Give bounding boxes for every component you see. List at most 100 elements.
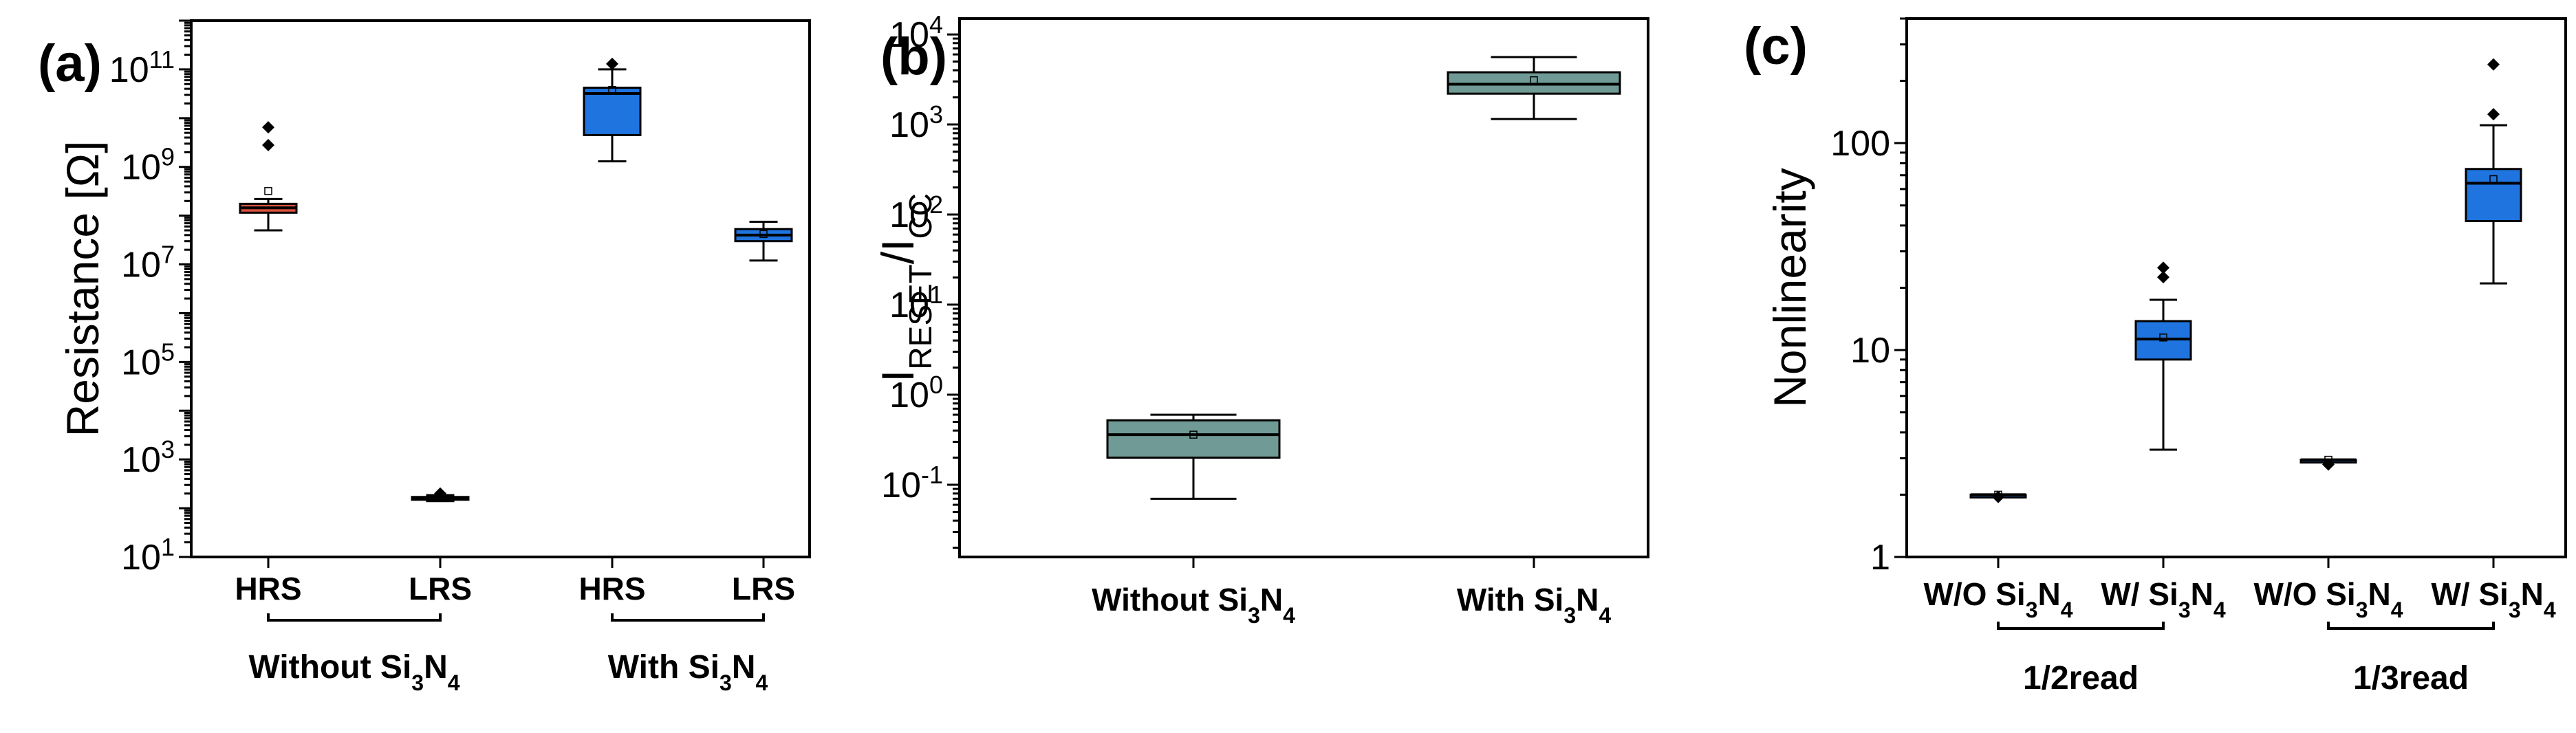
panel-label: (b) <box>880 28 947 86</box>
mean-marker <box>759 230 768 239</box>
text-part: 3 <box>2178 598 2191 622</box>
text-part: 3 <box>2356 598 2368 622</box>
text-part: 10 <box>889 285 929 325</box>
mean-marker <box>2159 333 2167 342</box>
text-part: 4 <box>2391 598 2403 622</box>
y-tick-label: 109 <box>121 142 175 188</box>
text-part: RESET <box>902 264 938 369</box>
panel-b: (b)10-1100101102103104IRESET/ICCWithout … <box>872 10 1649 628</box>
text-part: 0 <box>929 371 943 399</box>
outlier-point <box>2157 261 2169 274</box>
outlier-point <box>262 139 274 152</box>
text-part: With Si <box>1457 582 1563 617</box>
text-part: Without Si <box>248 649 411 686</box>
text-part: 10 <box>109 50 149 90</box>
text-part: 10 <box>889 375 929 415</box>
text-part: N <box>1576 582 1599 617</box>
text-part: 4 <box>929 10 943 39</box>
text-part: 1 <box>161 533 175 561</box>
box-iqr <box>2465 168 2522 223</box>
text-part: 10 <box>889 195 929 235</box>
text-part: 4 <box>2214 598 2226 622</box>
x-category-label: W/O Si3N4 <box>2253 576 2403 622</box>
box-iqr <box>1106 419 1281 459</box>
text-part: 10 <box>881 466 921 505</box>
text-part: /I <box>872 239 923 265</box>
x-category-label: Without Si3N4 <box>1092 582 1295 628</box>
text-part: 3 <box>2026 598 2038 622</box>
text-part: 3 <box>719 670 732 695</box>
y-tick-label: 10 <box>1850 331 1890 371</box>
text-part: 3 <box>411 670 424 695</box>
group-label: Without Si3N4 <box>248 649 459 695</box>
text-part: W/ Si <box>2431 576 2508 612</box>
y-tick-label: 1011 <box>109 45 175 90</box>
text-part: W/O Si <box>1923 576 2025 612</box>
x-category-label: HRS <box>235 571 301 606</box>
text-part: 4 <box>755 670 768 695</box>
text-part: 10 <box>121 440 161 480</box>
panel-label: (a) <box>38 34 102 93</box>
text-part: W/O Si <box>2253 576 2355 612</box>
box-iqr <box>583 87 642 136</box>
text-part: 1 <box>1870 538 1890 578</box>
y-tick-label: 101 <box>121 533 175 578</box>
text-part: 9 <box>161 142 175 171</box>
text-part: (a) <box>38 34 102 93</box>
text-part: 10 <box>121 245 161 285</box>
mean-marker <box>1530 76 1538 85</box>
x-category-label: W/ Si3N4 <box>2101 576 2225 622</box>
text-part: N <box>2368 576 2391 612</box>
text-part: 5 <box>161 338 175 366</box>
text-part: 3 <box>1248 603 1260 628</box>
text-part: CC <box>902 193 938 239</box>
plot-frame <box>958 17 1649 558</box>
text-part: 11 <box>149 45 175 73</box>
text-part: 100 <box>1830 124 1890 164</box>
text-part: 1/3read <box>2353 660 2469 697</box>
outlier-point <box>2487 58 2500 71</box>
outlier-point <box>1992 490 2004 503</box>
text-part: 3 <box>161 435 175 463</box>
x-category-label: With Si3N4 <box>1457 582 1611 628</box>
y-tick-label: 104 <box>889 10 943 56</box>
outlier-point <box>2157 271 2169 284</box>
text-part: 3 <box>929 100 943 129</box>
y-tick-label: 105 <box>121 338 175 383</box>
y-tick-label: 100 <box>1830 124 1890 164</box>
outlier-point <box>262 121 274 134</box>
group-label: With Si3N4 <box>608 649 768 695</box>
mean-marker <box>2489 175 2498 184</box>
text-part: (c) <box>1744 17 1808 76</box>
text-part: 3 <box>2509 598 2521 622</box>
text-part: 10 <box>121 538 161 578</box>
x-category-label: LRS <box>409 571 472 606</box>
y-axis-title: Resistance [Ω] <box>57 141 108 437</box>
text-part: N <box>2191 576 2214 612</box>
text-part: LRS <box>732 571 795 606</box>
text-part: 4 <box>1283 603 1295 628</box>
text-part: Resistance [Ω] <box>57 141 108 437</box>
y-tick-label: 10-1 <box>881 461 943 506</box>
group-label: 1/3read <box>2353 660 2469 697</box>
y-axis-title: IRESET/ICC <box>872 193 938 382</box>
y-tick-label: 101 <box>889 281 943 326</box>
group-bracket <box>267 613 442 622</box>
text-part: 10 <box>121 342 161 382</box>
y-tick-label: 102 <box>889 190 943 236</box>
text-part: 4 <box>2061 598 2073 622</box>
text-part: Nonlinearity <box>1764 168 1815 408</box>
group-bracket <box>1997 622 2165 630</box>
outlier-point <box>606 57 618 70</box>
text-part: HRS <box>578 571 645 606</box>
text-part: I <box>872 370 923 382</box>
text-part: 4 <box>1599 603 1611 628</box>
plot-frame <box>190 19 811 558</box>
y-tick-label: 107 <box>121 240 175 285</box>
text-part: -1 <box>921 461 943 489</box>
text-part: W/ Si <box>2101 576 2178 612</box>
text-part: 4 <box>448 670 460 695</box>
y-tick-label: 1 <box>1870 538 1890 578</box>
